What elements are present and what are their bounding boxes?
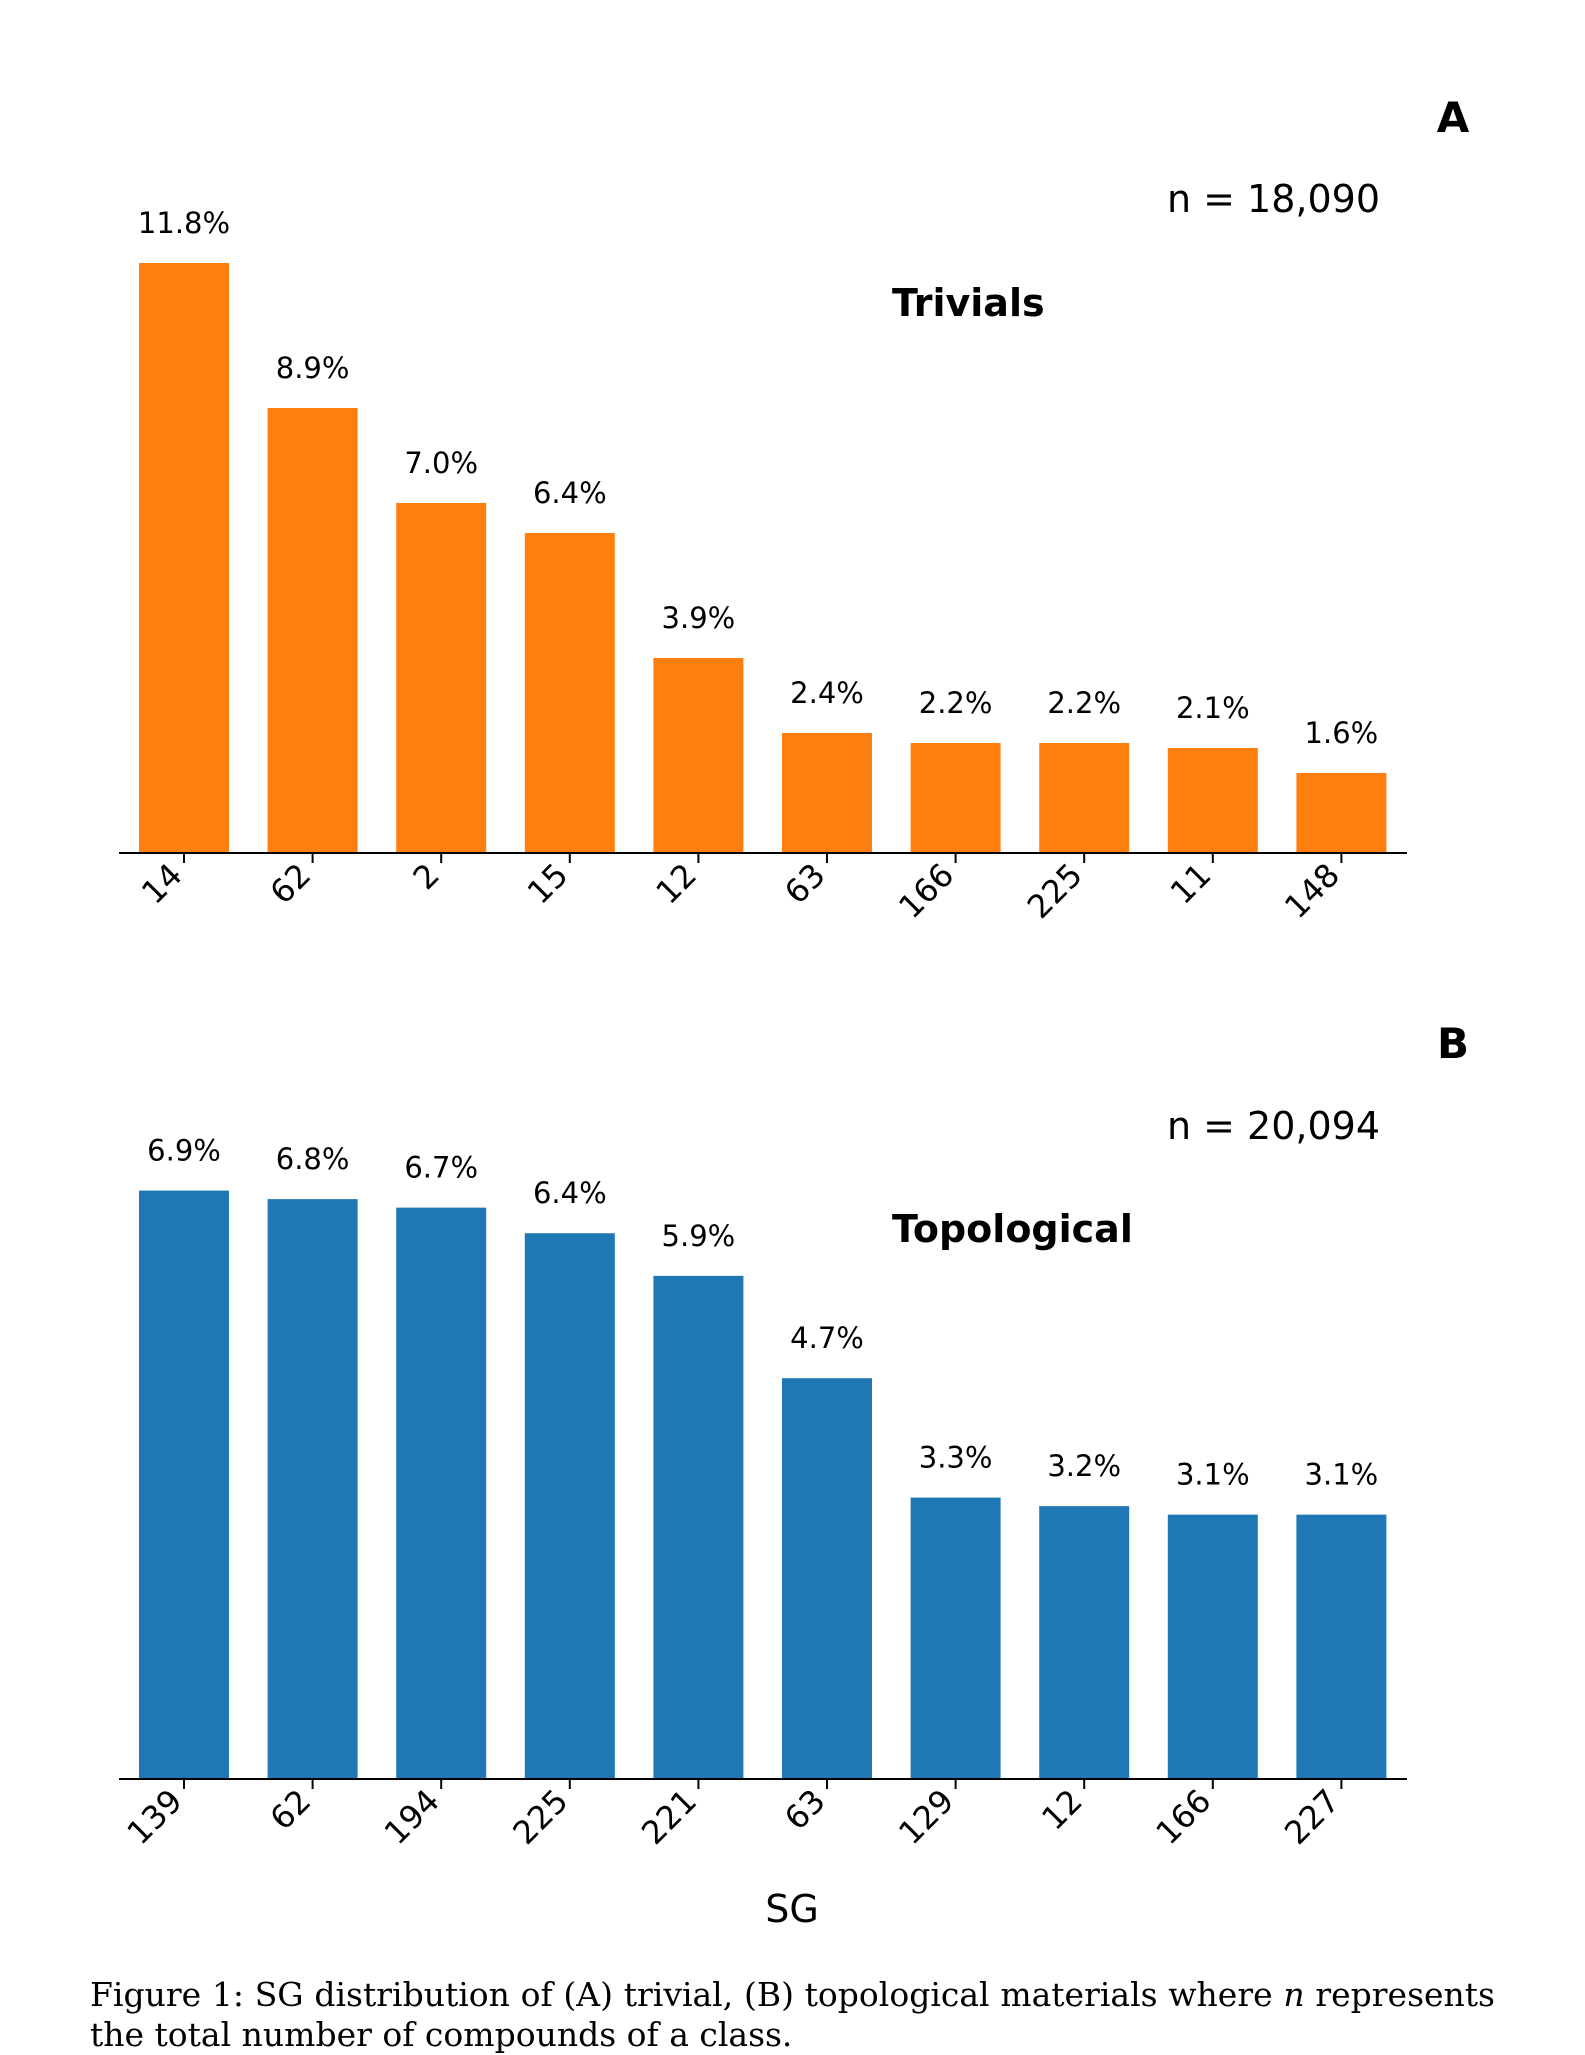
x-tick-label: 12	[1034, 1782, 1090, 1838]
bar-value-label: 6.7%	[404, 1151, 478, 1185]
count-annotation: n = 18,090	[1167, 177, 1380, 221]
bar-value-label: 3.1%	[1305, 1458, 1379, 1492]
x-tick-label: 63	[777, 856, 833, 912]
bar	[1296, 1514, 1387, 1779]
bar	[653, 1275, 744, 1779]
caption-text-start: Figure 1: SG distribution of (A) trivial…	[90, 1975, 1284, 2014]
bar-value-label: 11.8%	[138, 206, 230, 240]
bar	[782, 733, 872, 853]
panel-label: B	[1437, 1019, 1469, 1068]
bar-value-label: 3.2%	[1047, 1449, 1121, 1483]
bar-value-label: 7.0%	[404, 446, 478, 480]
x-tick-label: 139	[120, 1782, 190, 1852]
bar	[1167, 1514, 1258, 1779]
panel-b: Bn = 20,094 Topological 6.9% 139 6.8% 62 6.7% 1…	[119, 1019, 1469, 1852]
chart-title: Topological	[892, 1207, 1133, 1251]
bar	[1296, 773, 1387, 853]
panel-a: An = 18,090Trivials11.8%148.9%627.0%26.4…	[119, 93, 1470, 926]
x-tick-label: 14	[134, 856, 190, 912]
x-tick-label: 129	[891, 1782, 961, 1852]
bar	[396, 1207, 487, 1779]
bar-value-label: 6.8%	[276, 1142, 350, 1176]
bar-value-label: 2.2%	[919, 686, 993, 720]
figure-caption: Figure 1: SG distribution of (A) trivial…	[90, 1975, 1495, 2055]
x-tick-label: 62	[263, 856, 319, 912]
bar-value-label: 4.7%	[790, 1321, 864, 1355]
x-tick-label: 11	[1163, 856, 1219, 912]
bar-value-label: 5.9%	[662, 1219, 736, 1253]
bar-value-label: 3.1%	[1176, 1458, 1250, 1492]
bar	[139, 263, 229, 853]
bar	[1167, 748, 1258, 853]
x-axis-label: SG	[765, 1887, 819, 1931]
bar-value-label: 1.6%	[1305, 716, 1379, 750]
count-annotation: n = 20,094	[1167, 1104, 1380, 1148]
bar	[267, 1199, 358, 1779]
caption-variable: n	[1283, 1975, 1305, 2014]
bar-value-label: 6.9%	[147, 1134, 221, 1168]
bar-value-label: 6.4%	[533, 1176, 607, 1210]
bar	[524, 1233, 615, 1779]
bar-value-label: 3.3%	[919, 1441, 993, 1475]
bar	[524, 533, 615, 853]
bar-value-label: 6.4%	[533, 476, 607, 510]
x-tick-label: 227	[1277, 1782, 1347, 1852]
x-tick-label: 194	[377, 1782, 447, 1852]
bar	[1039, 1506, 1130, 1779]
bar	[139, 1190, 229, 1779]
x-tick-label: 225	[505, 1782, 575, 1852]
bar-value-label: 8.9%	[276, 351, 350, 385]
bar-value-label: 2.2%	[1047, 686, 1121, 720]
panel-label: A	[1437, 93, 1470, 142]
bar	[653, 658, 744, 853]
x-tick-label: 63	[777, 1782, 833, 1838]
bar-value-label: 3.9%	[662, 601, 736, 635]
bar	[782, 1378, 872, 1779]
x-tick-label: 166	[1148, 1782, 1218, 1852]
bar	[396, 503, 487, 853]
bar	[1039, 743, 1130, 853]
x-tick-label: 221	[634, 1782, 704, 1852]
x-tick-label: 62	[263, 1782, 319, 1838]
x-tick-label: 148	[1277, 856, 1347, 926]
bar-value-label: 2.4%	[790, 676, 864, 710]
x-tick-label: 166	[891, 856, 961, 926]
bar-value-label: 2.1%	[1176, 691, 1250, 725]
bar	[910, 1497, 1001, 1779]
x-tick-label: 225	[1020, 856, 1090, 926]
bar	[910, 743, 1001, 853]
chart-title: Trivials	[892, 281, 1045, 325]
x-tick-label: 15	[520, 856, 576, 912]
bar	[267, 408, 358, 853]
x-tick-label: 12	[648, 856, 704, 912]
